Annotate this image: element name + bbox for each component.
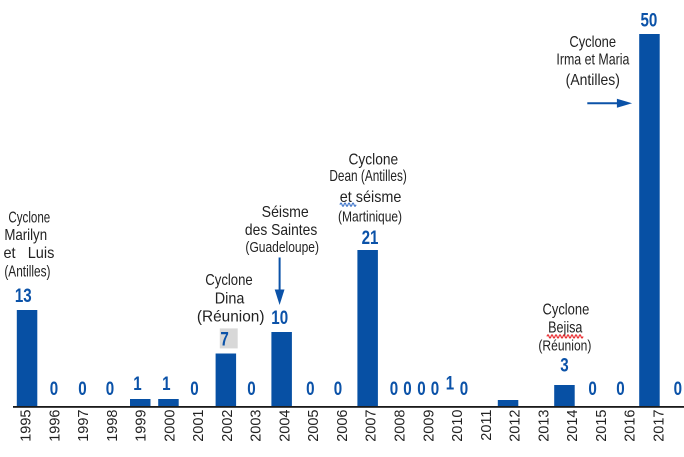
svg-text:0: 0 [247,377,255,399]
svg-text:(Antilles): (Antilles) [4,262,50,280]
svg-text:0: 0 [431,377,439,399]
svg-text:2001: 2001 [191,410,207,442]
svg-text:0: 0 [417,377,425,399]
svg-text:Marilyn: Marilyn [4,227,47,244]
svg-text:21: 21 [362,226,379,248]
svg-text:1: 1 [133,372,142,394]
svg-text:Dina: Dina [215,290,245,308]
svg-text:2006: 2006 [335,410,351,442]
svg-text:0: 0 [106,377,114,399]
svg-text:Séisme: Séisme [262,203,309,221]
svg-text:Cyclone: Cyclone [348,151,398,168]
svg-text:0: 0 [190,377,198,399]
svg-text:1999: 1999 [134,410,150,442]
svg-text:1: 1 [162,372,171,394]
svg-text:et Luis: et Luis [3,245,54,263]
svg-text:(Antilles): (Antilles) [566,71,620,89]
svg-text:2011: 2011 [479,410,495,441]
svg-text:3: 3 [560,353,569,375]
svg-text:2007: 2007 [364,410,380,442]
svg-text:Cyclone: Cyclone [205,272,252,289]
svg-text:et séisme: et séisme [340,188,402,206]
svg-text:0: 0 [616,377,624,399]
svg-text:2008: 2008 [393,410,409,442]
svg-text:2014: 2014 [565,410,581,442]
svg-text:(Martinique): (Martinique) [338,208,402,224]
svg-text:(Guadeloupe): (Guadeloupe) [245,239,319,255]
svg-text:2013: 2013 [536,410,552,442]
svg-text:2015: 2015 [594,410,610,442]
svg-text:Cyclone: Cyclone [569,34,616,52]
svg-text:(Réunion): (Réunion) [538,337,591,353]
svg-text:0: 0 [78,377,86,399]
svg-text:0: 0 [674,377,682,399]
svg-text:Irma et Maria: Irma et Maria [556,51,629,69]
svg-text:Cyclone: Cyclone [8,207,50,225]
svg-text:1995: 1995 [19,410,35,442]
svg-text:2009: 2009 [421,410,437,442]
svg-text:2002: 2002 [220,410,236,442]
svg-text:0: 0 [403,377,411,399]
svg-text:13: 13 [15,284,32,306]
svg-text:des Saintes: des Saintes [245,221,317,239]
svg-text:0: 0 [50,377,58,399]
svg-text:1996: 1996 [47,410,63,442]
svg-text:2000: 2000 [162,410,178,442]
svg-text:2010: 2010 [450,410,466,442]
svg-text:2012: 2012 [508,410,524,442]
svg-text:0: 0 [306,377,314,399]
svg-text:2003: 2003 [249,410,265,442]
svg-text:7: 7 [220,328,228,350]
svg-text:2005: 2005 [306,410,322,442]
svg-text:2004: 2004 [277,410,293,442]
svg-text:50: 50 [640,8,657,30]
svg-text:Dean (Antilles): Dean (Antilles) [329,166,406,184]
svg-text:(Réunion): (Réunion) [197,308,265,325]
svg-text:1: 1 [446,372,455,394]
svg-text:0: 0 [588,377,596,399]
svg-text:Bejisa: Bejisa [548,319,582,337]
svg-text:Cyclone: Cyclone [543,302,590,320]
svg-text:0: 0 [390,377,398,399]
svg-text:1997: 1997 [76,410,92,442]
svg-text:2016: 2016 [623,410,639,442]
svg-text:10: 10 [271,306,288,328]
svg-text:1998: 1998 [105,410,121,442]
svg-text:0: 0 [460,377,468,399]
svg-text:2017: 2017 [651,410,667,442]
svg-text:0: 0 [334,377,342,399]
